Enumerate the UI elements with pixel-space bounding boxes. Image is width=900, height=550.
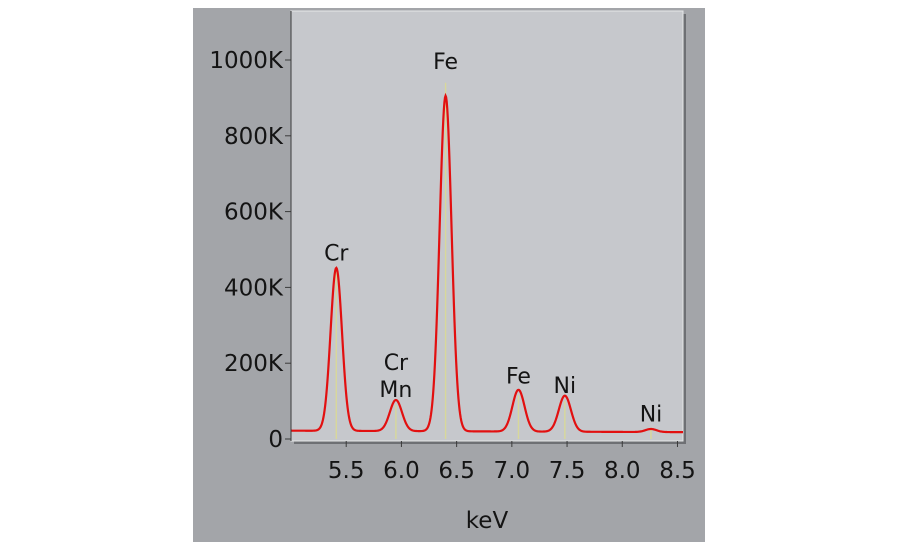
x-axis-ticks: 5.5 6.0 6.5 7.0 7.5 8.0 8.5 xyxy=(328,441,696,484)
spectrum-line xyxy=(291,92,683,434)
x-tick-label-4: 7.5 xyxy=(549,458,586,484)
x-tick-label-0: 5.5 xyxy=(328,458,365,484)
plot-area xyxy=(290,10,684,442)
peak-label-2-0: Fe xyxy=(433,50,458,75)
x-tick-label-3: 7.0 xyxy=(494,458,531,484)
peak-label-1-1: Mn xyxy=(379,378,412,403)
x-tick-label-1: 6.0 xyxy=(383,458,420,484)
peak-label-4-0: Ni xyxy=(554,374,577,399)
y-tick-label-5: 1000K xyxy=(209,48,284,74)
y-tick-label-0: 0 xyxy=(268,427,283,453)
y-tick-label-2: 400K xyxy=(224,275,284,301)
chart-svg: 0 200K 400K 600K 800K 1000K 5.5 6.0 6.5 7.0 7.5 8.… xyxy=(209,10,696,534)
y-tick-label-4: 800K xyxy=(224,124,284,150)
chart-figure: 0 200K 400K 600K 800K 1000K 5.5 6.0 6.5 7.0 7.5 8.… xyxy=(193,8,705,542)
y-tick-label-1: 200K xyxy=(224,351,284,377)
peak-label-1-0: Cr xyxy=(384,351,409,376)
y-tick-label-3: 600K xyxy=(224,200,284,226)
x-tick-label-5: 8.0 xyxy=(604,458,641,484)
peak-label-5-0: Ni xyxy=(640,403,663,428)
x-tick-label-2: 6.5 xyxy=(438,458,475,484)
x-axis-title: keV xyxy=(466,508,509,534)
peak-label-0-0: Cr xyxy=(324,242,349,267)
peak-label-3-0: Fe xyxy=(506,365,531,390)
x-tick-label-6: 8.5 xyxy=(659,458,696,484)
marker-lines xyxy=(335,82,652,439)
y-axis-ticks: 0 200K 400K 600K 800K 1000K xyxy=(209,48,291,453)
